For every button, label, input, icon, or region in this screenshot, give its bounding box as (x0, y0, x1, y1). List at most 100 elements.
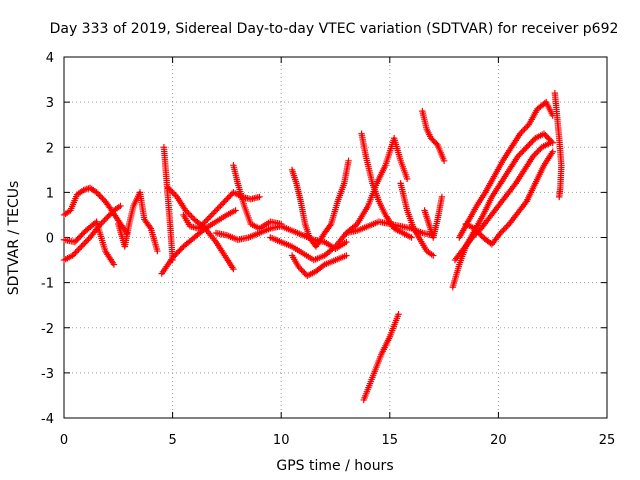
data-point (545, 135, 552, 142)
data-point (440, 157, 448, 164)
data-point (475, 229, 483, 237)
data-point (326, 222, 334, 229)
series-arc-3 (60, 218, 118, 268)
data-point (556, 193, 563, 201)
data-point (146, 223, 153, 231)
data-point (96, 192, 103, 199)
data-point (408, 234, 415, 241)
data-point (214, 205, 221, 213)
data-point (97, 193, 105, 201)
data-point (82, 238, 89, 246)
series-arc-11 (288, 157, 352, 250)
y-tick-label: 2 (46, 141, 54, 156)
data-point (81, 240, 88, 247)
data-point (70, 250, 78, 258)
data-point (472, 226, 480, 234)
data-point (503, 223, 510, 231)
data-point (79, 241, 87, 249)
x-tick-label: 10 (273, 433, 290, 448)
data-point (529, 153, 537, 160)
data-point (524, 142, 532, 149)
data-point (540, 130, 548, 137)
series-arc-17 (419, 107, 448, 164)
data-point (529, 138, 536, 145)
y-tick-label: -1 (41, 277, 54, 292)
data-point (523, 144, 530, 151)
x-tick-label: 20 (490, 433, 507, 448)
data-point (196, 223, 204, 231)
chart-title: Day 333 of 2019, Sidereal Day-to-day VTE… (50, 21, 619, 37)
data-point (166, 186, 173, 193)
data-point (474, 228, 481, 235)
data-point (99, 195, 106, 202)
series-arc-18 (421, 193, 446, 241)
data-point (199, 220, 207, 228)
data-point (526, 141, 533, 148)
data-point (165, 184, 172, 192)
data-point (295, 263, 302, 271)
data-point (542, 132, 549, 139)
data-point (182, 207, 189, 214)
series-arc-15 (358, 130, 415, 241)
axis-ticks (63, 56, 608, 419)
series-arc-2 (60, 202, 124, 264)
data-point (188, 213, 195, 220)
data-point (154, 247, 161, 255)
data-point (170, 190, 178, 198)
data-point (72, 249, 79, 256)
plot-frame (63, 56, 608, 419)
y-tick-label: -4 (41, 412, 54, 427)
data-point (198, 222, 205, 229)
data-point (222, 196, 230, 204)
x-tick-label: 5 (168, 433, 176, 448)
data-marks (60, 89, 565, 404)
data-point (522, 124, 530, 131)
data-point (518, 129, 525, 136)
data-point (438, 193, 446, 201)
data-point (343, 238, 350, 246)
y-tick-label: -3 (41, 367, 54, 382)
series-arc-5 (160, 144, 176, 264)
data-point (256, 193, 263, 201)
data-point (215, 204, 223, 211)
data-point (477, 231, 484, 238)
data-point (298, 266, 305, 274)
data-point (224, 195, 231, 202)
data-point (543, 133, 551, 140)
data-point (345, 157, 352, 164)
data-point (220, 199, 227, 207)
data-point (299, 268, 307, 275)
series-arc-19 (360, 311, 402, 404)
data-point (516, 151, 523, 158)
data-point (209, 210, 217, 217)
data-point (403, 175, 411, 183)
data-point (202, 217, 210, 225)
data-point (94, 190, 102, 198)
data-point (221, 198, 228, 205)
data-point (169, 189, 176, 196)
data-point (186, 211, 194, 219)
data-point (471, 225, 478, 232)
data-point (546, 136, 554, 143)
data-point (532, 150, 540, 157)
data-point (195, 225, 202, 232)
data-point (211, 208, 218, 216)
series-arc-16 (397, 180, 437, 259)
data-point (514, 153, 522, 160)
y-tick-label: 1 (46, 186, 54, 201)
data-point (301, 269, 308, 277)
y-tick-labels: -4 -3 -2 -1 0 1 2 3 4 (41, 51, 54, 427)
data-point (189, 214, 197, 222)
series-arc-20 (449, 130, 556, 291)
series-arc-23 (462, 148, 556, 248)
data-point (296, 265, 304, 272)
data-point (535, 147, 543, 154)
data-point (549, 148, 556, 155)
data-point (516, 130, 524, 137)
data-point (547, 139, 554, 146)
data-point (519, 127, 527, 134)
data-point (230, 265, 237, 273)
data-point (469, 234, 476, 241)
series-arc-24 (551, 89, 565, 201)
